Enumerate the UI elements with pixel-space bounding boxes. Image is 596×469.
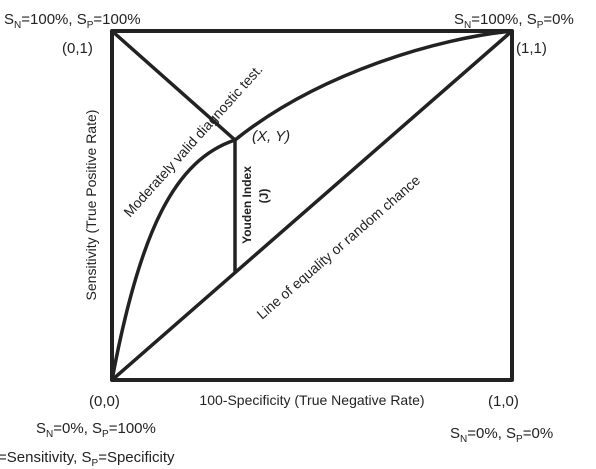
top-left-sensitivity-specificity-label: SN=100%, SP=100% <box>4 11 141 31</box>
bottom-left-sensitivity-specificity-label: SN=0%, SP=100% <box>36 420 156 440</box>
perfect-point-line <box>110 29 237 142</box>
diagonal-line-label: Line of equality or random chance <box>253 172 423 323</box>
bottom-right-sensitivity-specificity-label: SN=0%, SP=0% <box>450 425 553 445</box>
youden-index-symbol: (J) <box>257 189 271 204</box>
bottom-left-coordinate-label: (0,0) <box>89 393 120 410</box>
youden-index-label: Youden Index <box>240 166 254 244</box>
legend-text: =Sensitivity, SP=Specificity <box>0 449 175 469</box>
top-right-coordinate-label: (1,1) <box>516 40 547 57</box>
x-axis-label: 100-Specificity (True Negative Rate) <box>199 392 424 408</box>
y-axis-label: Sensitivity (True Positive Rate) <box>83 110 99 301</box>
top-left-coordinate-label: (0,1) <box>62 40 93 57</box>
optimal-point-label: (X, Y) <box>252 128 290 145</box>
top-right-sensitivity-specificity-label: SN=100%, SP=0% <box>454 11 574 31</box>
plot-frame <box>110 29 514 382</box>
line-of-equality <box>110 29 514 382</box>
bottom-right-coordinate-label: (1,0) <box>488 393 519 410</box>
